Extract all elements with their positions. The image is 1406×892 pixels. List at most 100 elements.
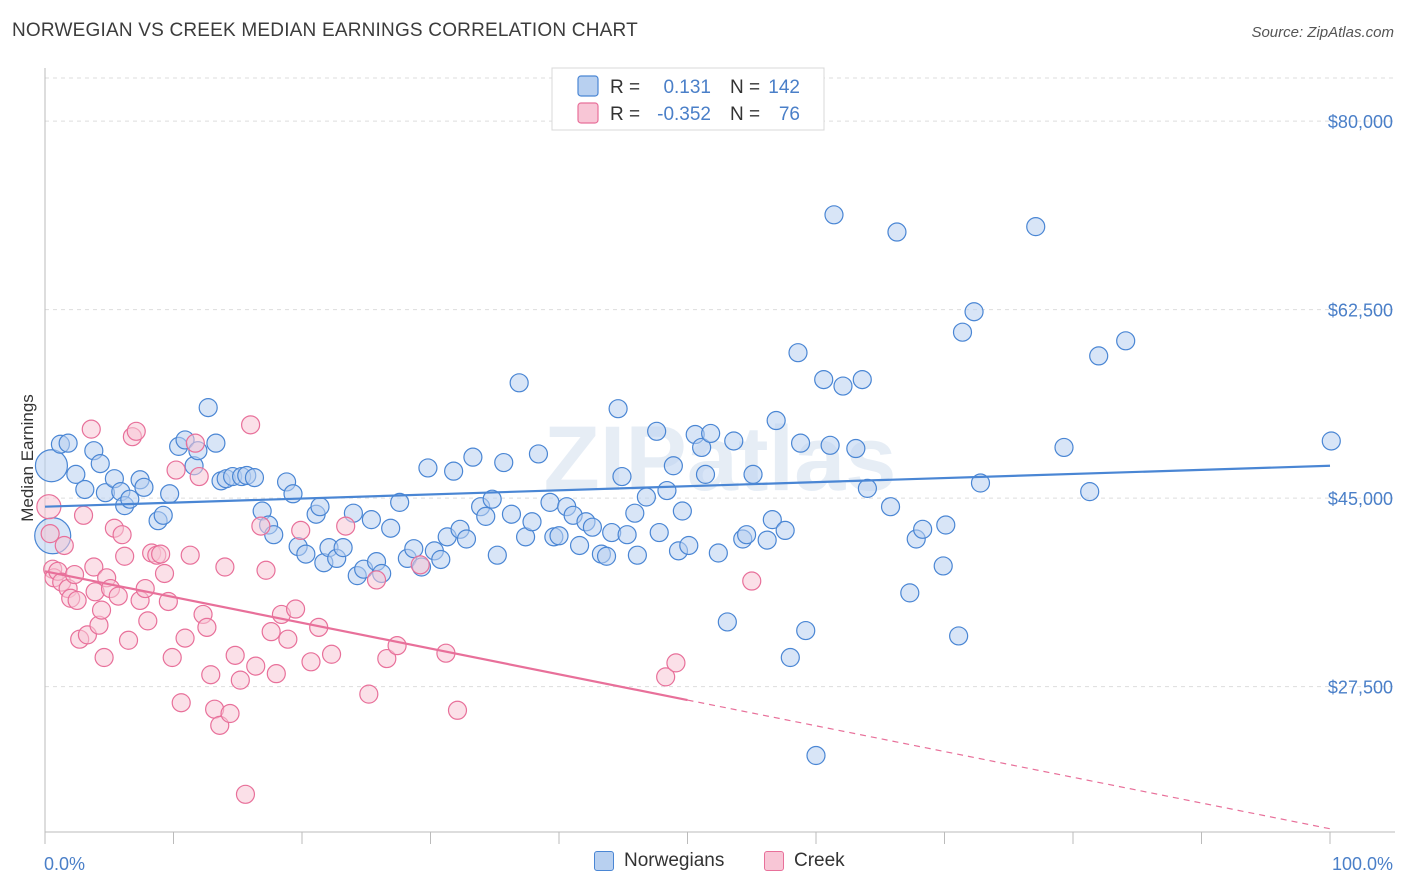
norwegians-point <box>1116 331 1136 351</box>
legend-swatch-pink <box>577 102 599 124</box>
creek-point <box>256 560 276 580</box>
norwegians-point <box>244 468 265 488</box>
norwegians-point <box>900 583 920 603</box>
creek-point <box>261 622 281 642</box>
norwegians-point <box>806 745 826 766</box>
creek-point <box>235 784 256 804</box>
legend-item-creek: Creek <box>764 850 845 872</box>
norwegians-point <box>482 489 502 509</box>
creek-point <box>171 693 191 713</box>
tick-labels: $80,000 $62,500 $45,000 $27,500 0.0% 100.0% <box>44 112 1393 874</box>
norwegians-point <box>198 398 218 418</box>
creek-point <box>118 630 139 650</box>
norwegians-point <box>846 438 866 459</box>
norwegians-point <box>120 489 140 509</box>
norwegians-point <box>780 647 800 668</box>
norwegians-point <box>476 506 496 526</box>
norwegians-point <box>672 501 692 521</box>
norwegians-point <box>790 433 811 453</box>
norwegians-point <box>90 454 110 474</box>
creek-point <box>410 555 430 575</box>
creek-point <box>742 571 762 591</box>
creek-point <box>447 700 468 720</box>
norwegians-point <box>404 539 424 559</box>
norwegians-point <box>463 447 483 467</box>
creek-point <box>656 667 676 687</box>
creek-point <box>112 525 132 545</box>
norwegians-point <box>528 444 549 464</box>
norwegians-point <box>625 503 645 523</box>
creek-point <box>215 557 235 577</box>
creek-point <box>138 611 158 631</box>
norwegians-point <box>160 484 180 504</box>
legend-r-label: R = <box>610 104 640 125</box>
creek-point <box>666 653 686 673</box>
norwegians-point <box>431 549 451 570</box>
norwegians-point <box>762 510 782 530</box>
chart-title: NORWEGIAN VS CREEK MEDIAN EARNINGS CORRE… <box>12 20 638 41</box>
norwegians-point <box>333 538 353 558</box>
creek-point <box>266 664 286 684</box>
trend-lines <box>44 464 1331 830</box>
norwegians-point <box>569 535 590 556</box>
norwegians-point <box>695 464 716 484</box>
norwegians-point <box>913 519 933 539</box>
creek-point <box>84 557 104 577</box>
norwegians-point <box>701 423 721 444</box>
norwegians-point <box>833 376 853 396</box>
norwegians-point <box>522 512 542 532</box>
norwegians-point <box>34 449 69 483</box>
creek-point <box>154 563 175 584</box>
norwegians-point <box>766 410 786 431</box>
norwegians-point <box>418 458 438 478</box>
legend-swatch-blue <box>577 75 599 97</box>
norwegians-point <box>296 544 316 564</box>
norwegians-point <box>743 464 763 484</box>
norwegians-point <box>949 626 969 646</box>
data-points <box>34 205 1341 804</box>
norwegians-point <box>814 370 834 390</box>
creek-point <box>220 703 240 724</box>
creek-point <box>135 578 155 599</box>
creek-point <box>387 636 407 656</box>
norwegians-point <box>757 530 777 550</box>
norwegians-point <box>596 546 617 566</box>
norwegians-point <box>58 433 78 453</box>
norwegians-point <box>1054 437 1074 458</box>
legend-n-value: 76 <box>779 104 800 125</box>
y-tick-label: $27,500 <box>1328 678 1393 698</box>
legend-r-value: -0.352 <box>657 104 711 125</box>
axes <box>44 68 1395 844</box>
creek-point <box>67 590 87 611</box>
norwegians-point <box>390 492 410 512</box>
norwegians-point <box>708 543 728 563</box>
norwegians-point <box>1026 217 1046 237</box>
creek-point <box>241 415 261 435</box>
norwegians-point <box>549 526 569 546</box>
norwegians-point <box>444 461 464 481</box>
creek-point <box>359 684 379 704</box>
norwegians-point <box>857 478 878 498</box>
norwegians-point <box>627 545 647 565</box>
norwegians-point <box>310 497 330 517</box>
correlation-legend: R = 0.131 N = 142 R = -0.352 N = 76 <box>551 67 825 131</box>
x-tick-label: 0.0% <box>44 854 85 874</box>
norwegians-point <box>820 435 840 455</box>
creek-point <box>336 516 356 536</box>
creek-point <box>115 546 135 566</box>
creek-point <box>366 570 387 590</box>
creek-trend-line <box>44 570 688 702</box>
legend-r-value: 0.131 <box>663 77 711 98</box>
norwegians-point <box>153 505 173 525</box>
norwegians-trend-line <box>44 464 1331 508</box>
creek-point <box>162 647 182 668</box>
gridlines <box>45 77 1395 688</box>
legend-r-label: R = <box>610 77 640 98</box>
legend-n-value: 142 <box>768 77 800 98</box>
norwegians-point <box>456 529 477 549</box>
norwegians-point <box>1089 346 1109 366</box>
norwegians-point <box>852 370 872 390</box>
norwegians-point <box>608 399 628 419</box>
norwegians-point <box>649 522 669 543</box>
norwegians-point <box>487 545 507 565</box>
